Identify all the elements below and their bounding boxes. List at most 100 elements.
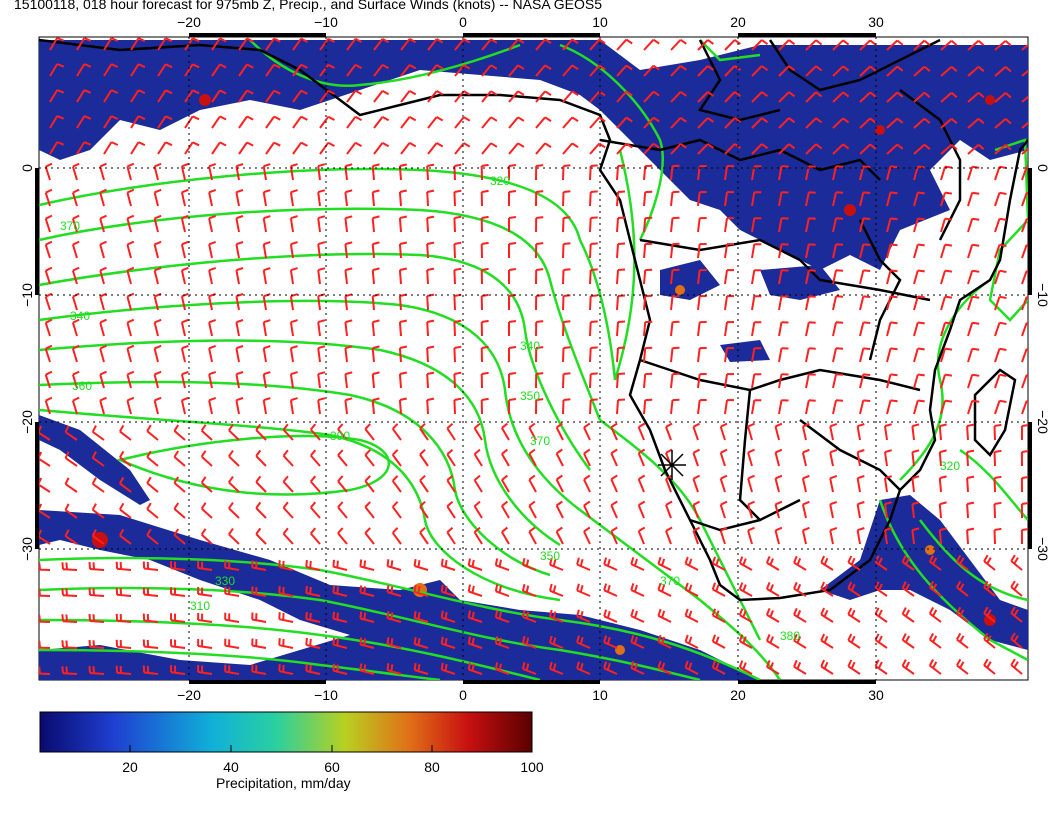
wind-barb-flag <box>463 116 471 122</box>
wind-barb <box>391 480 402 493</box>
wind-barb <box>180 400 186 415</box>
wind-barb-flag <box>977 144 985 151</box>
wind-barb-flag <box>494 610 499 618</box>
wind-barb <box>913 65 926 77</box>
wind-barb-flag <box>999 321 1007 325</box>
wind-barb <box>712 666 726 675</box>
wind-barb <box>265 38 275 51</box>
wind-barb-flag <box>829 500 838 506</box>
wind-barb <box>724 165 728 181</box>
wind-barb <box>414 565 429 571</box>
wind-barb <box>235 400 240 415</box>
wind-barb <box>820 613 834 623</box>
wind-barb-flag <box>917 243 925 247</box>
wind-barb-flag <box>835 217 844 220</box>
wind-barb <box>468 642 483 649</box>
wind-barb <box>39 620 51 623</box>
wind-barb <box>856 478 861 493</box>
wind-barb-flag <box>884 449 892 454</box>
wind-barb-flag <box>742 584 747 592</box>
wind-barb-flag <box>305 663 308 672</box>
wind-barb-flag <box>399 371 408 375</box>
wind-barb <box>697 399 701 415</box>
wind-barb <box>967 192 974 207</box>
wind-barb-flag <box>579 663 584 671</box>
wind-barb <box>153 400 159 415</box>
wind-barb <box>793 587 807 597</box>
wind-barb <box>126 296 132 311</box>
wind-barb-flag <box>419 500 426 508</box>
wind-barb <box>832 296 837 311</box>
wind-barb <box>371 192 375 207</box>
wind-barb <box>333 669 348 675</box>
wind-barb-flag <box>552 611 557 619</box>
wind-barb-flag <box>390 638 394 646</box>
wind-barb-flag <box>263 267 271 272</box>
wind-barb <box>637 504 645 519</box>
wind-barb-flag <box>521 583 526 592</box>
wind-barb <box>657 640 672 649</box>
wind-barb <box>99 218 105 233</box>
wind-barb-flag <box>138 37 146 43</box>
svg-text:350: 350 <box>540 549 560 563</box>
svg-text:310: 310 <box>190 599 210 613</box>
wind-barb-flag <box>761 65 769 72</box>
wind-barb <box>252 670 267 675</box>
wind-barb <box>126 322 132 337</box>
wind-barb <box>306 670 321 675</box>
wind-barb <box>589 217 592 233</box>
wind-barb <box>805 296 810 311</box>
wind-barb-flag <box>359 559 363 567</box>
wind-barb <box>426 399 429 415</box>
wind-barb-flag <box>181 162 189 168</box>
wind-barb-flag <box>45 266 53 272</box>
wind-barb-flag <box>61 614 64 622</box>
wind-barb-flag <box>1021 450 1028 453</box>
wind-barb-flag <box>950 117 958 124</box>
wind-barb-flag <box>1004 66 1012 73</box>
wind-barb-flag <box>282 475 289 483</box>
wind-barb-flag <box>986 583 992 591</box>
wind-barb-flag <box>874 581 880 589</box>
wind-barb <box>859 374 865 389</box>
wind-barb-flag <box>536 242 544 245</box>
wind-barb <box>400 142 411 155</box>
wind-barb-flag <box>775 422 783 428</box>
wind-barb <box>778 91 790 103</box>
wind-barb <box>528 427 537 441</box>
wind-barb <box>940 244 946 259</box>
wind-barb <box>929 612 942 623</box>
wind-barb-flag <box>986 661 992 669</box>
wind-barb-flag <box>1013 609 1019 617</box>
wind-barb <box>643 192 647 207</box>
svg-text:320: 320 <box>940 459 960 473</box>
wind-barb-flag <box>563 294 571 297</box>
wind-barb-flag <box>467 662 471 670</box>
wind-barb <box>562 243 565 259</box>
svg-text:10: 10 <box>592 14 608 30</box>
wind-barb <box>400 38 411 51</box>
wind-barb-flag <box>1026 399 1028 403</box>
wind-barb-flag <box>549 583 553 592</box>
wind-barb-flag <box>208 292 217 298</box>
wind-barb-flag <box>788 91 796 98</box>
wind-barb-flag <box>890 399 898 403</box>
svg-text:370: 370 <box>660 574 680 588</box>
wind-barb <box>966 425 969 441</box>
wind-barb <box>501 531 510 545</box>
wind-barb-flag <box>901 555 907 563</box>
wind-barb-flag <box>720 500 728 506</box>
wind-barb <box>886 270 892 285</box>
wind-barb-flag <box>494 584 499 592</box>
wind-barb-flag <box>310 475 317 483</box>
wind-barb-flag <box>72 240 80 246</box>
svg-text:350: 350 <box>520 389 540 403</box>
wind-barb-flag <box>928 659 934 667</box>
wind-barb-flag <box>1021 476 1028 479</box>
wind-barb <box>670 91 682 103</box>
wind-barb-flag <box>372 163 380 168</box>
wind-barb-flag <box>1004 40 1012 47</box>
wind-barb-flag <box>508 190 517 193</box>
wind-barb-flag <box>399 241 408 245</box>
wind-barb-flag <box>665 526 673 532</box>
